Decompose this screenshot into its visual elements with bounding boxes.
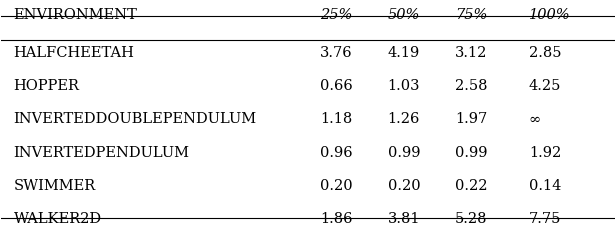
Text: WALKER2D: WALKER2D bbox=[14, 211, 102, 225]
Text: 0.66: 0.66 bbox=[320, 79, 353, 93]
Text: ENVIRONMENT: ENVIRONMENT bbox=[14, 8, 137, 22]
Text: 1.92: 1.92 bbox=[529, 145, 561, 159]
Text: 5.28: 5.28 bbox=[455, 211, 488, 225]
Text: 2.58: 2.58 bbox=[455, 79, 488, 93]
Text: 4.25: 4.25 bbox=[529, 79, 561, 93]
Text: 75%: 75% bbox=[455, 8, 487, 22]
Text: 3.81: 3.81 bbox=[387, 211, 420, 225]
Text: 0.99: 0.99 bbox=[387, 145, 420, 159]
Text: SWIMMER: SWIMMER bbox=[14, 178, 95, 192]
Text: 0.99: 0.99 bbox=[455, 145, 488, 159]
Text: 4.19: 4.19 bbox=[387, 46, 420, 60]
Text: 0.20: 0.20 bbox=[387, 178, 420, 192]
Text: HALFCHEETAH: HALFCHEETAH bbox=[14, 46, 134, 60]
Text: 100%: 100% bbox=[529, 8, 570, 22]
Text: 1.18: 1.18 bbox=[320, 112, 352, 126]
Text: 1.86: 1.86 bbox=[320, 211, 353, 225]
Text: 50%: 50% bbox=[387, 8, 420, 22]
Text: 0.14: 0.14 bbox=[529, 178, 561, 192]
Text: 1.03: 1.03 bbox=[387, 79, 420, 93]
Text: INVERTEDDOUBLEPENDULUM: INVERTEDDOUBLEPENDULUM bbox=[14, 112, 257, 126]
Text: 1.26: 1.26 bbox=[387, 112, 420, 126]
Text: 25%: 25% bbox=[320, 8, 352, 22]
Text: 2.85: 2.85 bbox=[529, 46, 561, 60]
Text: 1.97: 1.97 bbox=[455, 112, 487, 126]
Text: INVERTEDPENDULUM: INVERTEDPENDULUM bbox=[14, 145, 190, 159]
Text: 3.76: 3.76 bbox=[320, 46, 353, 60]
Text: 0.20: 0.20 bbox=[320, 178, 353, 192]
Text: 3.12: 3.12 bbox=[455, 46, 487, 60]
Text: 7.75: 7.75 bbox=[529, 211, 561, 225]
Text: HOPPER: HOPPER bbox=[14, 79, 79, 93]
Text: 0.22: 0.22 bbox=[455, 178, 488, 192]
Text: ∞: ∞ bbox=[529, 112, 541, 126]
Text: 0.96: 0.96 bbox=[320, 145, 353, 159]
